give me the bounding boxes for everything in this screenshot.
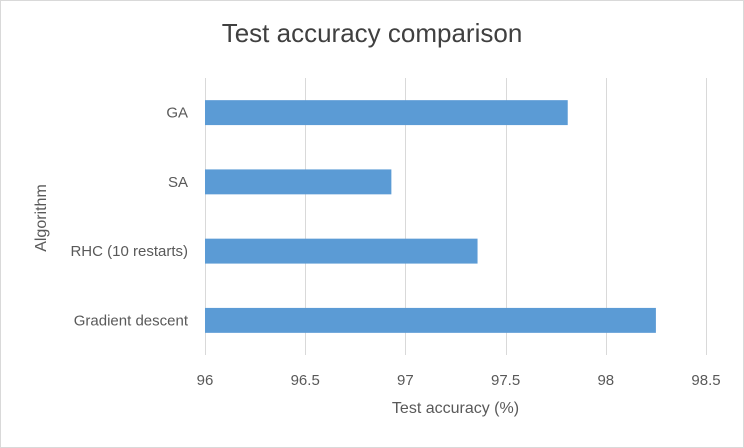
bar-ga (205, 100, 568, 126)
y-tick-label: GA (166, 105, 188, 122)
y-tick-label: SA (168, 174, 188, 191)
x-tick-label: 96.5 (291, 372, 320, 389)
x-tick-label: 97 (397, 372, 414, 389)
x-tick-label: 97.5 (491, 372, 520, 389)
bar-sa (205, 169, 392, 195)
y-axis-title: Algorithm (33, 184, 50, 252)
x-tick-label: 96 (197, 372, 214, 389)
chart-title: Test accuracy comparison (221, 18, 523, 48)
bar-rhc-10-restarts (205, 238, 478, 264)
bars-layer (205, 100, 656, 333)
y-tick-label: Gradient descent (74, 312, 189, 329)
x-axis-title: Test accuracy (%) (391, 400, 520, 417)
x-tick-label: 98.5 (691, 372, 720, 389)
x-tick-labels: 96 96.5 97 97.5 98 98.5 (197, 372, 721, 389)
x-tick-label: 98 (597, 372, 614, 389)
bar-gradient-descent (205, 307, 656, 333)
y-tick-label: RHC (10 restarts) (70, 243, 188, 260)
y-tick-labels: GA SA RHC (10 restarts) Gradient descent (70, 105, 188, 330)
